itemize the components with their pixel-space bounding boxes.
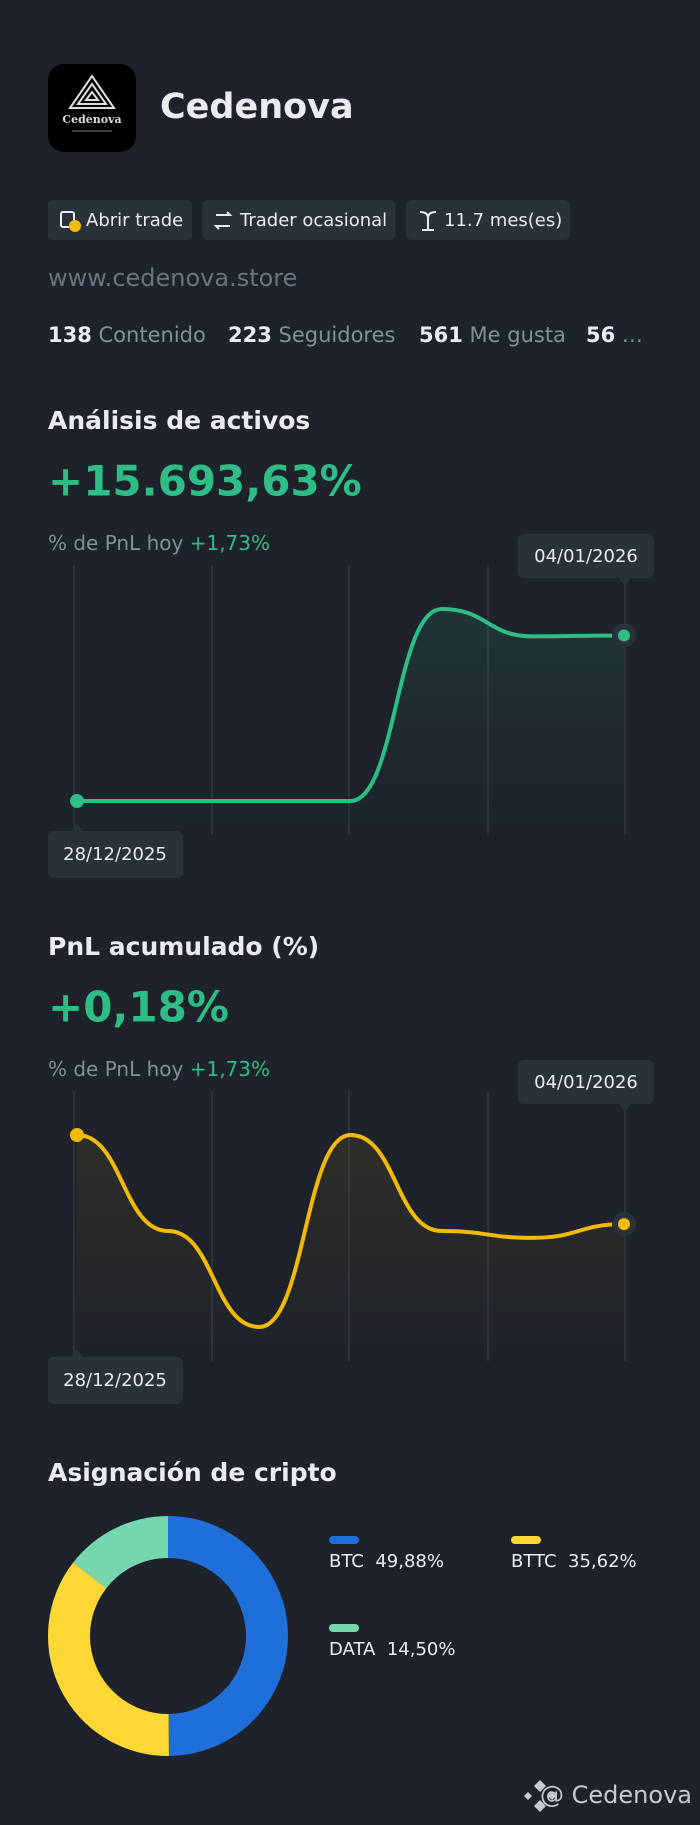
- stat-value: 56: [586, 323, 615, 347]
- point: [618, 1218, 630, 1231]
- date-label: 28/12/2025: [63, 1370, 167, 1391]
- stat-label: …: [622, 323, 643, 347]
- logo: Cedenova: [48, 64, 136, 152]
- date-label: 28/12/2025: [63, 844, 167, 865]
- stat-label: Seguidores: [279, 323, 396, 347]
- legend-entry: BTTC 35,62%: [511, 1551, 637, 1572]
- badge[interactable]: Trader ocasional: [202, 200, 395, 240]
- date-label: 04/01/2026: [534, 546, 638, 567]
- subtitle-value: +1,73%: [190, 1057, 270, 1081]
- stat-label: Me gusta: [470, 323, 566, 347]
- subtitle: % de PnL hoy +1,73%: [48, 1057, 270, 1081]
- tooltip: [518, 1060, 654, 1112]
- website[interactable]: www.cedenova.store: [48, 264, 297, 292]
- area: [77, 609, 624, 835]
- stat: 223 Seguidores: [228, 323, 395, 347]
- legend-label: BTC: [329, 1551, 364, 1572]
- badge[interactable]: 11.7 mes(es): [406, 200, 570, 240]
- legend-entry: DATA 14,50%: [329, 1639, 455, 1660]
- legend-label: BTTC: [511, 1551, 557, 1572]
- subtitle-value: +1,73%: [190, 531, 270, 555]
- tooltip: [518, 534, 654, 586]
- legend-swatch: [511, 1536, 541, 1544]
- tooltip: [48, 823, 183, 878]
- subtitle: % de PnL hoy +1,73%: [48, 531, 270, 555]
- badge-text: 11.7 mes(es): [444, 210, 562, 231]
- legend-value: 35,62%: [568, 1551, 637, 1572]
- badge[interactable]: Abrir trade: [48, 200, 192, 240]
- footer-text: @ Cedenova: [540, 1781, 692, 1809]
- legend-swatch: [329, 1536, 359, 1544]
- headline: +15.693,63%: [48, 457, 362, 506]
- point: [70, 1128, 84, 1142]
- tooltip: [48, 1349, 183, 1404]
- subtitle-label: % de PnL hoy: [48, 531, 184, 555]
- line: [75, 606, 626, 804]
- legend-swatch: [329, 1624, 359, 1632]
- donut-segment: [73, 1516, 168, 1589]
- legend-label: DATA: [329, 1639, 376, 1660]
- badge-text: Abrir trade: [86, 210, 183, 231]
- area: [77, 1135, 624, 1361]
- legend-value: 49,88%: [375, 1551, 444, 1572]
- point: [70, 794, 84, 808]
- badge-text: Trader ocasional: [239, 210, 387, 231]
- headline: +0,18%: [48, 983, 229, 1032]
- stat-value: 223: [228, 323, 272, 347]
- section-title: Asignación de cripto: [48, 1458, 337, 1487]
- footer: @ Cedenova: [524, 1780, 692, 1812]
- stat: 138 Contenido: [48, 323, 206, 347]
- logo-text: Cedenova: [62, 113, 121, 126]
- donut-segment: [168, 1516, 288, 1756]
- date-label: 04/01/2026: [534, 1072, 638, 1093]
- legend-value: 14,50%: [387, 1639, 456, 1660]
- stat: 56 …: [586, 323, 643, 347]
- line: [75, 1132, 626, 1330]
- section-title: Análisis de activos: [48, 406, 310, 435]
- stat: 561 Me gusta: [419, 323, 566, 347]
- stat-value: 561: [419, 323, 463, 347]
- section-title: PnL acumulado (%): [48, 932, 319, 961]
- point: [618, 629, 630, 642]
- legend-entry: BTC 49,88%: [329, 1551, 444, 1572]
- donut-segment: [47, 1562, 169, 1756]
- stat-label: Contenido: [99, 323, 206, 347]
- profile-name: Cedenova: [160, 87, 354, 127]
- subtitle-label: % de PnL hoy: [48, 1057, 184, 1081]
- stat-value: 138: [48, 323, 92, 347]
